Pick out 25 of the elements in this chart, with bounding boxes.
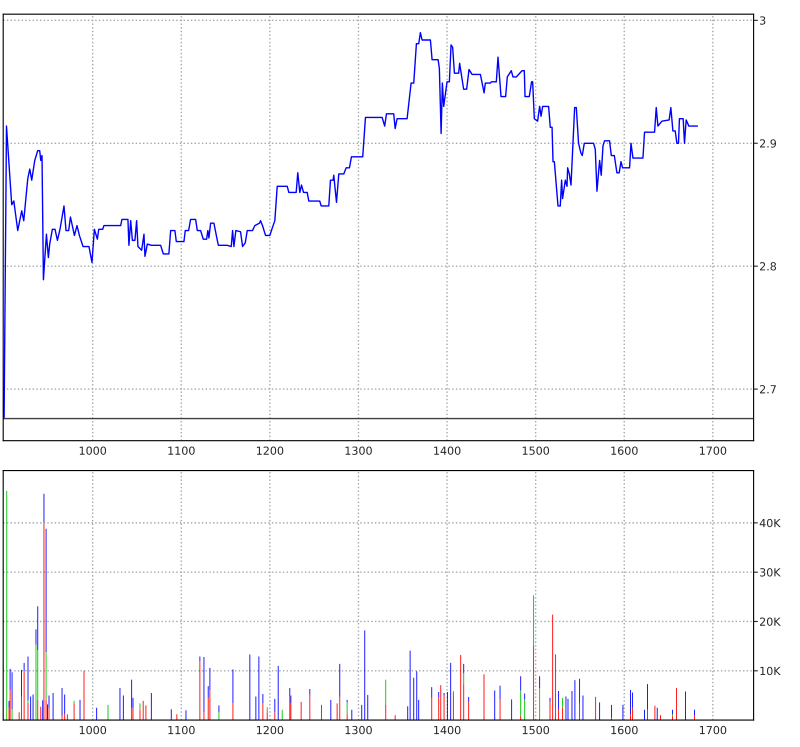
- x-tick-label: 1200: [256, 726, 284, 734]
- x-tick-label: 1500: [522, 446, 550, 455]
- x-tick-label: 1000: [80, 726, 106, 734]
- y-tick-label: 2.9: [760, 139, 776, 148]
- line-series: [3, 32, 698, 420]
- x-tick-label: 1300: [346, 726, 372, 734]
- y-tick-label: 10K: [760, 666, 781, 676]
- x-tick-label: 1200: [256, 446, 284, 455]
- y-tick-label: 30K: [760, 568, 781, 577]
- y-tick-label: 2.7: [760, 385, 776, 394]
- x-tick-label: 1600: [611, 446, 638, 455]
- x-tick-label: 1600: [611, 726, 638, 734]
- x-tick-label: 1700: [700, 726, 726, 734]
- x-tick-label: 1700: [700, 446, 726, 455]
- y-tick-label: 40K: [760, 518, 781, 528]
- x-tick-label: 1500: [522, 726, 550, 734]
- y-tick-label: 3: [760, 16, 766, 25]
- x-tick-label: 1300: [346, 446, 372, 455]
- y-tick-label: 2.8: [760, 262, 776, 271]
- x-tick-label: 1100: [168, 726, 195, 734]
- x-tick-label: 1000: [80, 446, 106, 455]
- y-tick-label: 20K: [760, 617, 781, 626]
- x-tick-label: 1400: [434, 726, 460, 734]
- x-tick-label: 1100: [168, 446, 195, 455]
- x-tick-label: 1400: [434, 446, 460, 455]
